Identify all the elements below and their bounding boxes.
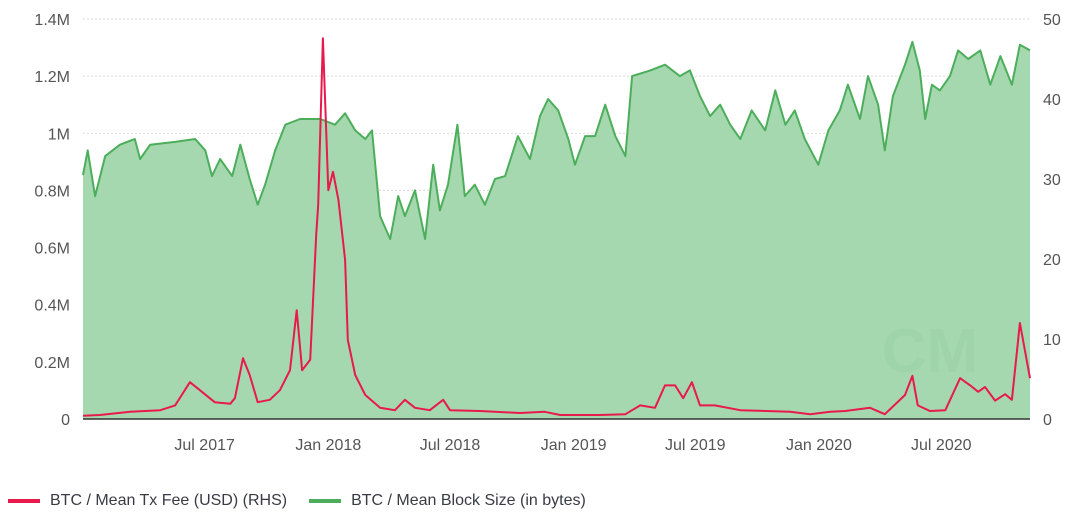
- block-size-line: [82, 40, 1031, 240]
- legend-item-mean-tx-fee[interactable]: BTC / Mean Tx Fee (USD) (RHS): [8, 492, 287, 510]
- left-tick-label: 0.6M: [34, 241, 70, 258]
- x-tick-label: Jan 2020: [786, 437, 852, 454]
- watermark: CM: [882, 317, 978, 386]
- legend-label: BTC / Mean Tx Fee (USD) (RHS): [50, 492, 288, 509]
- x-tick-label: Jan 2018: [295, 437, 361, 454]
- left-tick-label: 0.4M: [34, 298, 70, 315]
- left-tick-label: 1.2M: [34, 69, 70, 86]
- x-tick-label: Jul 2019: [665, 437, 726, 454]
- x-tick-label: Jan 2019: [541, 437, 607, 454]
- left-tick-label: 0.2M: [34, 355, 70, 372]
- right-tick-label: 50: [1043, 12, 1061, 29]
- right-tick-label: 30: [1043, 172, 1061, 189]
- legend-swatch-red: [8, 499, 40, 503]
- x-tick-label: Jul 2017: [174, 437, 235, 454]
- legend-swatch-green: [309, 499, 342, 503]
- left-tick-label: 1.4M: [34, 12, 70, 29]
- left-tick-label: 0.8M: [34, 183, 70, 200]
- right-tick-label: 10: [1043, 332, 1061, 349]
- x-axis-ticks: Jul 2017 Jan 2018 Jul 2018 Jan 2019 Jul 2019…: [174, 437, 971, 454]
- left-tick-label: 1M: [48, 126, 70, 143]
- left-axis-ticks: 0 0.2M 0.4M 0.6M 0.8M 1M 1.2M 1.4M: [34, 12, 70, 429]
- series-layer: [82, 37, 1031, 420]
- right-tick-label: 0: [1043, 412, 1052, 429]
- legend-label: BTC / Mean Block Size (in bytes): [351, 492, 586, 509]
- x-tick-label: Jul 2018: [420, 437, 481, 454]
- x-tick-label: Jul 2020: [911, 437, 972, 454]
- right-tick-label: 20: [1043, 252, 1061, 269]
- legend: BTC / Mean Tx Fee (USD) (RHS) BTC / Mean…: [8, 492, 586, 510]
- right-tick-label: 40: [1043, 92, 1061, 109]
- left-tick-label: 0: [61, 412, 70, 429]
- legend-item-mean-block-size[interactable]: BTC / Mean Block Size (in bytes): [309, 492, 586, 510]
- chart-svg: CM 0 0.2M 0.4M 0.6M 0.8M 1M 1.2M 1.4M 0 10 20 30 40…: [34, 12, 1061, 454]
- right-axis-ticks: 0 10 20 30 40 50: [1043, 12, 1061, 429]
